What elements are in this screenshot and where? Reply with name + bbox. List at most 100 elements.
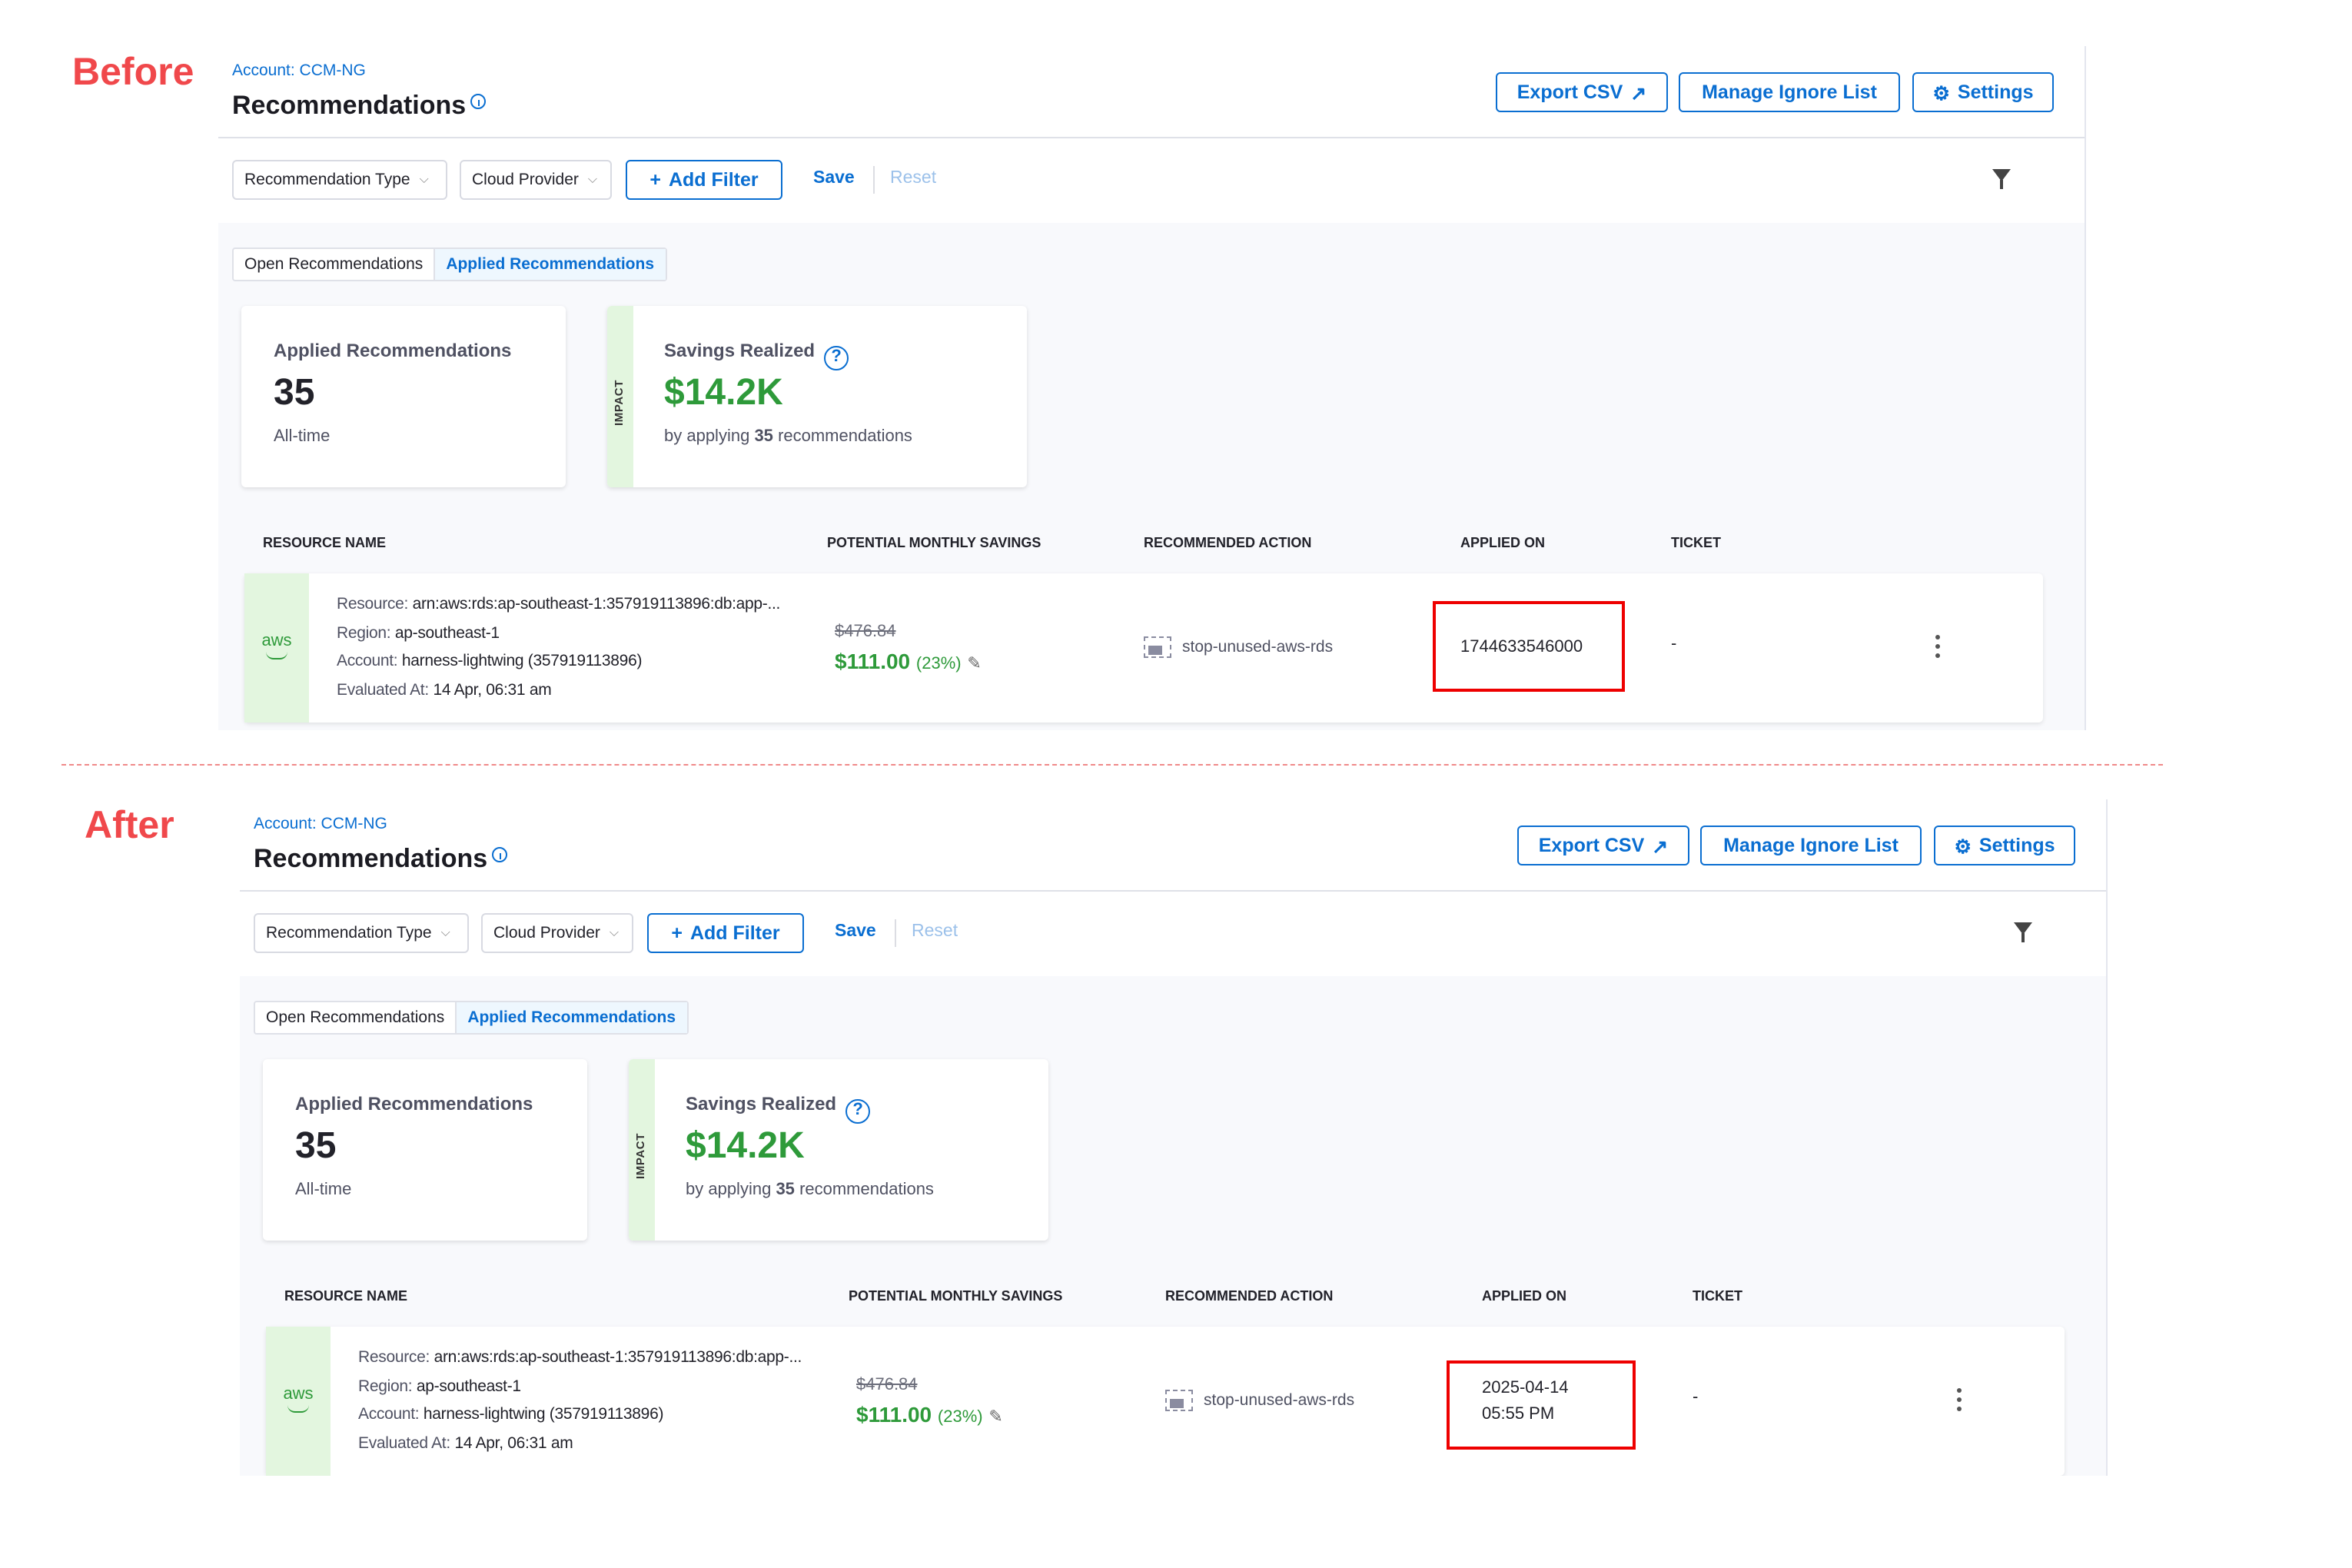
impact-stripe: IMPACT	[607, 306, 633, 487]
manage-ignore-list-label: Manage Ignore List	[1702, 81, 1877, 103]
impact-label: IMPACT	[612, 380, 626, 426]
dropdown-label: Recommendation Type	[266, 924, 432, 942]
account-value: harness-lightwing (357919113896)	[401, 652, 643, 670]
help-icon[interactable]: ?	[845, 1099, 871, 1124]
more-options-icon[interactable]	[1932, 635, 1942, 659]
recommended-action: stop-unused-aws-rds	[1144, 636, 1333, 658]
settings-button[interactable]: ⚙ Settings	[1912, 72, 2054, 112]
column-header-potential-savings: POTENTIAL MONTHLY SAVINGS	[849, 1288, 1063, 1304]
recommendation-type-dropdown[interactable]: Recommendation Type ⌵	[232, 160, 447, 200]
savings-amount: $111.00 (23%) ✎	[835, 649, 982, 673]
plus-icon: +	[671, 922, 683, 944]
more-options-icon[interactable]	[1954, 1388, 1963, 1413]
reset-button[interactable]: Reset	[912, 922, 958, 941]
action-value: stop-unused-aws-rds	[1204, 1391, 1355, 1410]
column-header-resource-name: RESOURCE NAME	[263, 535, 387, 550]
region-value: ap-southeast-1	[394, 624, 500, 643]
card-subtitle: All-time	[274, 427, 331, 446]
save-button[interactable]: Save	[835, 922, 876, 941]
tab-applied-recommendations[interactable]: Applied Recommendations	[455, 1002, 687, 1033]
chevron-down-icon: ⌵	[419, 172, 429, 186]
card-title: Applied Recommendations	[295, 1093, 533, 1115]
settings-label: Settings	[1978, 835, 2055, 856]
column-header-ticket: TICKET	[1671, 535, 1721, 550]
export-csv-button[interactable]: Export CSV ↗	[1517, 826, 1689, 865]
before-label: Before	[72, 51, 194, 94]
external-link-icon: ↗	[1652, 835, 1669, 857]
column-header-potential-savings: POTENTIAL MONTHLY SAVINGS	[827, 535, 1041, 550]
account-line: Account: harness-lightwing (357919113896…	[358, 1405, 663, 1423]
evaluated-line: Evaluated At: 14 Apr, 06:31 am	[337, 681, 552, 699]
recommendation-tabs: Open Recommendations Applied Recommendat…	[254, 1001, 689, 1035]
breadcrumb-account[interactable]: Account: CCM-NG	[232, 61, 366, 80]
column-header-applied-on: APPLIED ON	[1482, 1288, 1567, 1304]
ticket-value: -	[1671, 635, 1677, 653]
edit-pencil-icon[interactable]: ✎	[988, 1408, 1003, 1427]
table-row[interactable]: aws Resource: arn:aws:rds:ap-southeast-1…	[266, 1327, 2065, 1476]
savings-realized-card: IMPACT Savings Realized? $14.2K by apply…	[607, 306, 1027, 487]
recommendation-type-dropdown[interactable]: Recommendation Type ⌵	[254, 913, 469, 953]
separator	[895, 919, 896, 947]
resource-value: arn:aws:rds:ap-southeast-1:357919113896:…	[412, 595, 781, 613]
filter-bar: Recommendation Type ⌵ Cloud Provider ⌵ + Ad…	[240, 892, 2106, 976]
column-header-recommended-action: RECOMMENDED ACTION	[1144, 535, 1312, 550]
chevron-down-icon: ⌵	[587, 172, 598, 186]
savings-value: $111.00	[835, 649, 911, 673]
filter-bar: Recommendation Type ⌵ Cloud Provider ⌵ + Ad…	[218, 138, 2085, 223]
info-icon[interactable]	[470, 94, 487, 109]
impact-stripe: IMPACT	[629, 1059, 655, 1241]
page-title: Recommendations	[232, 91, 487, 121]
column-header-resource-name: RESOURCE NAME	[284, 1288, 408, 1304]
aws-logo-icon: aws	[266, 1327, 331, 1476]
card-value: 35	[295, 1125, 337, 1167]
save-button[interactable]: Save	[813, 169, 855, 188]
filter-icon[interactable]	[1992, 169, 2023, 191]
chevron-down-icon: ⌵	[609, 925, 620, 939]
manage-ignore-list-label: Manage Ignore List	[1723, 835, 1899, 856]
resource-value: arn:aws:rds:ap-southeast-1:357919113896:…	[434, 1348, 802, 1367]
tab-open-recommendations[interactable]: Open Recommendations	[266, 1008, 445, 1027]
gear-icon: ⚙	[1932, 82, 1950, 104]
sub-count: 35	[776, 1181, 795, 1199]
separator	[873, 166, 875, 194]
manage-ignore-list-button[interactable]: Manage Ignore List	[1700, 826, 1922, 865]
add-filter-button[interactable]: + Add Filter	[647, 913, 804, 953]
plus-icon: +	[649, 169, 661, 191]
table-row[interactable]: aws Resource: arn:aws:rds:ap-southeast-1…	[244, 573, 2043, 723]
cloud-provider-dropdown[interactable]: Cloud Provider ⌵	[481, 913, 633, 953]
card-title: Savings Realized?	[664, 340, 849, 370]
external-link-icon: ↗	[1630, 82, 1647, 104]
reset-button[interactable]: Reset	[890, 169, 937, 188]
gear-icon: ⚙	[1954, 835, 1972, 857]
sub-count: 35	[754, 427, 773, 446]
filter-icon[interactable]	[2014, 922, 2045, 944]
tab-applied-recommendations[interactable]: Applied Recommendations	[434, 249, 666, 280]
card-title: Savings Realized?	[686, 1093, 871, 1124]
field-label: Account:	[358, 1405, 420, 1423]
aws-smile-icon	[266, 652, 287, 659]
info-icon[interactable]	[492, 847, 508, 862]
after-panel: Account: CCM-NG Recommendations Export C…	[240, 799, 2108, 1476]
breadcrumb-account[interactable]: Account: CCM-NG	[254, 815, 387, 833]
settings-button[interactable]: ⚙ Settings	[1934, 826, 2075, 865]
page-header: Account: CCM-NG Recommendations Export C…	[240, 799, 2106, 892]
savings-realized-card: IMPACT Savings Realized? $14.2K by apply…	[629, 1059, 1048, 1241]
section-divider	[61, 764, 2163, 766]
sub-text: by applying	[686, 1181, 772, 1199]
manage-ignore-list-button[interactable]: Manage Ignore List	[1679, 72, 1900, 112]
help-icon[interactable]: ?	[824, 346, 849, 370]
sub-text: recommendations	[799, 1181, 934, 1199]
account-line: Account: harness-lightwing (357919113896…	[337, 652, 642, 670]
applied-on-value: 1744633546000	[1460, 635, 1583, 661]
add-filter-button[interactable]: + Add Filter	[626, 160, 782, 200]
recommended-action: stop-unused-aws-rds	[1165, 1390, 1354, 1411]
dropdown-label: Recommendation Type	[244, 171, 410, 189]
edit-pencil-icon[interactable]: ✎	[967, 655, 982, 673]
content-area: Open Recommendations Applied Recommendat…	[218, 223, 2085, 730]
cloud-provider-dropdown[interactable]: Cloud Provider ⌵	[460, 160, 612, 200]
export-csv-button[interactable]: Export CSV ↗	[1496, 72, 1668, 112]
card-title-text: Savings Realized	[686, 1093, 837, 1115]
rds-instance-icon	[1165, 1390, 1193, 1411]
tab-open-recommendations[interactable]: Open Recommendations	[244, 255, 424, 274]
resource-line: Resource: arn:aws:rds:ap-southeast-1:357…	[337, 595, 780, 613]
